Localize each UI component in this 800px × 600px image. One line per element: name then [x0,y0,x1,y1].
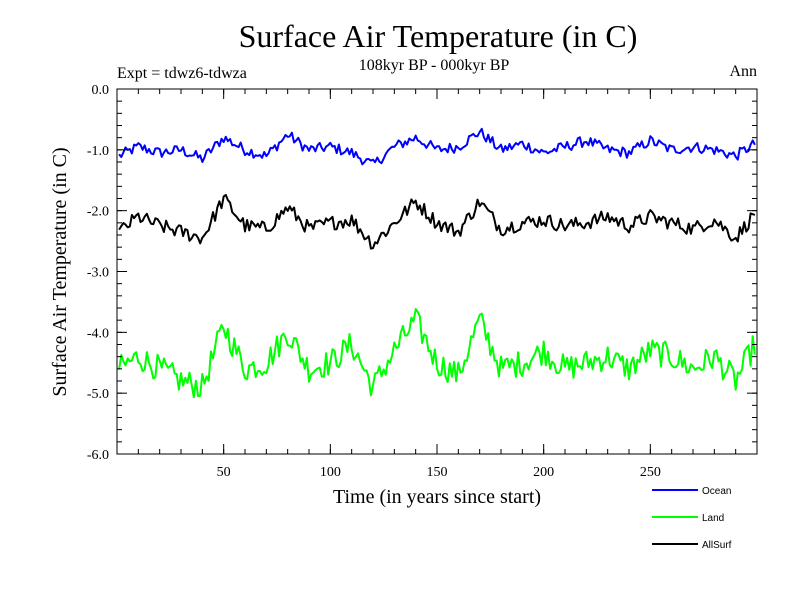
series-line-land [118,308,756,399]
x-tick-label: 250 [640,465,661,480]
plot-area: 0.0 -1.0 -2.0 -3.0 -4.0 -5.0 -6.0 50 100 150 200 25… [87,83,758,480]
y-tick-label: -5.0 [87,387,109,402]
legend: Ocean Land AllSurf [652,486,732,551]
y-tick-label: -2.0 [87,205,109,220]
x-tick-label: 100 [320,465,341,480]
x-tick-label: 200 [533,465,554,480]
y-tick-label: 0.0 [92,83,110,98]
y-axis-label: Surface Air Temperature (in C) [49,147,71,396]
x-axis-label: Time (in years since start) [333,486,541,508]
series-line-allsurf [118,193,756,250]
y-tick-label: -1.0 [87,144,109,159]
plot-frame [116,88,758,455]
y-tick-label: -3.0 [87,266,109,281]
experiment-label: Expt = tdwz6-tdwza [117,65,247,82]
legend-label-allsurf: AllSurf [702,540,732,551]
y-tick-label: -6.0 [87,448,109,463]
season-label: Ann [729,63,757,80]
x-tick-label: 150 [427,465,448,480]
legend-label-land: Land [702,513,724,524]
x-tick-label: 50 [217,465,231,480]
legend-label-ocean: Ocean [702,486,731,497]
chart-title: Surface Air Temperature (in C) [239,18,638,54]
series-line-ocean [118,127,756,166]
chart-subtitle: 108kyr BP - 000kyr BP [359,57,510,74]
y-tick-label: -4.0 [87,326,109,341]
